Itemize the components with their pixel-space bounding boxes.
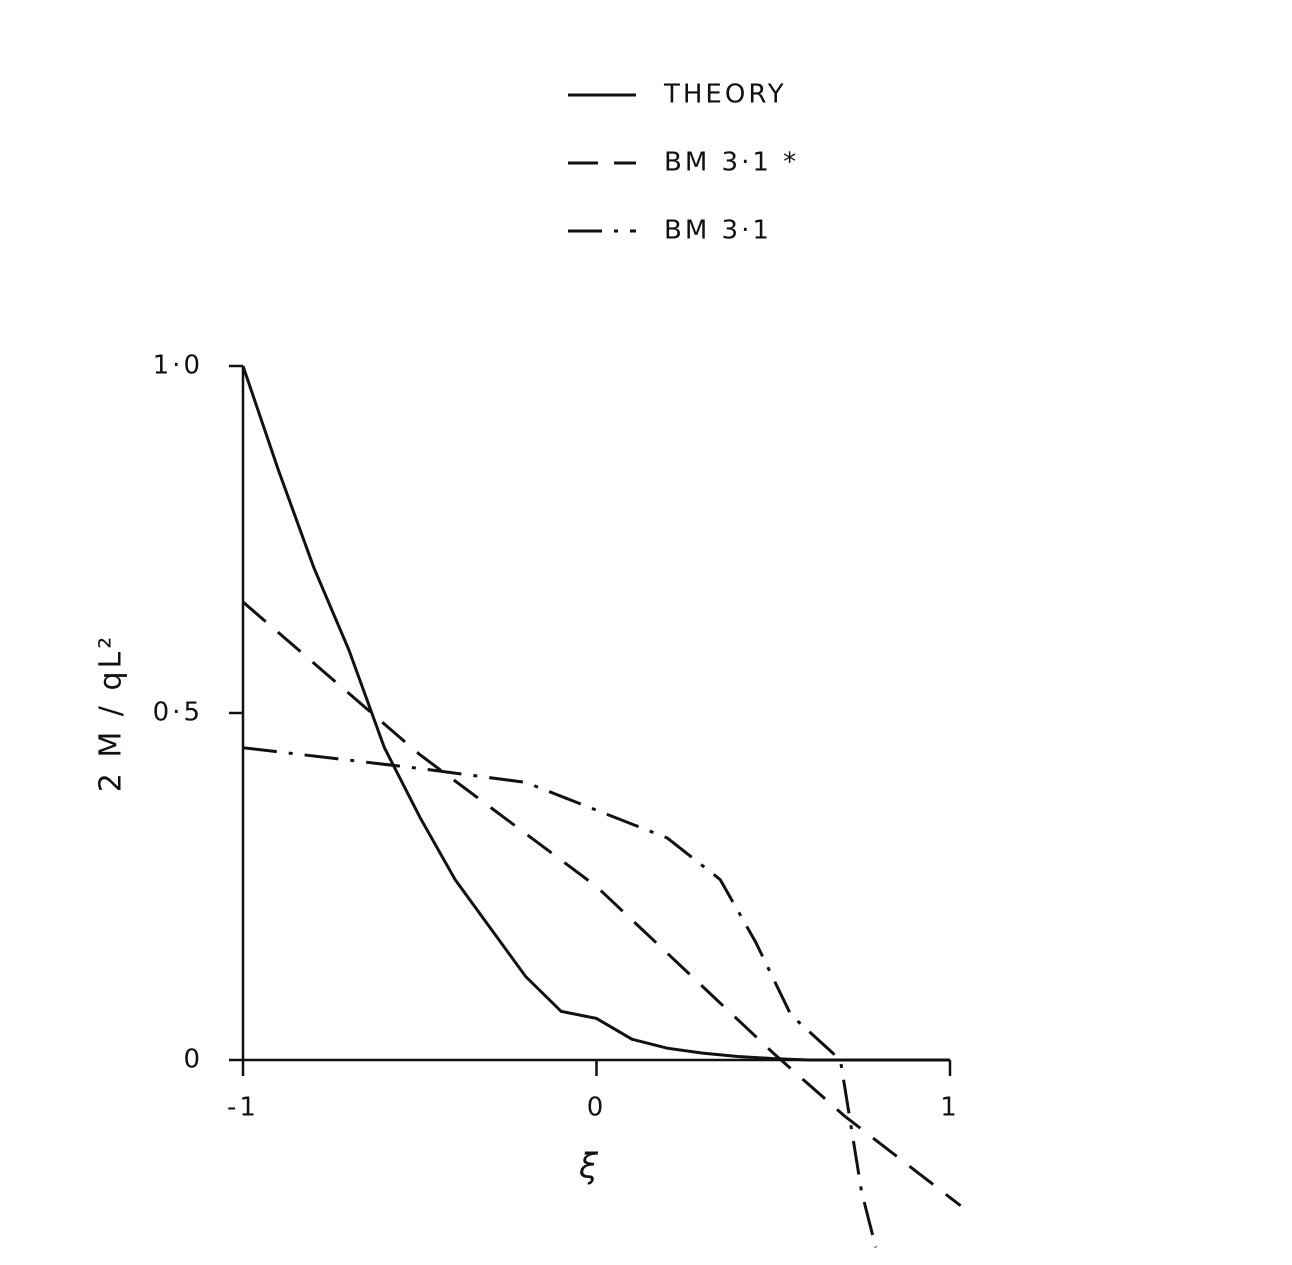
x-tick-label: -1 [227, 1093, 259, 1123]
y-tick-label: 1·0 [153, 351, 203, 381]
x-axis-label: ξ [578, 1147, 601, 1187]
legend-label: THEORY [663, 80, 787, 110]
series-line [241, 365, 950, 1062]
legend-label: BM 3·1 [664, 216, 772, 246]
x-tick-label: 1 [940, 1093, 960, 1123]
x-tick-label: 0 [587, 1093, 607, 1123]
y-axis-label: 2 M / qL² [94, 634, 129, 792]
legend-label: BM 3·1 * [664, 148, 799, 178]
series-line [242, 746, 878, 1248]
series-line [242, 600, 962, 1207]
y-tick-label: 0 [183, 1045, 203, 1075]
y-tick-label: 0·5 [153, 698, 203, 728]
